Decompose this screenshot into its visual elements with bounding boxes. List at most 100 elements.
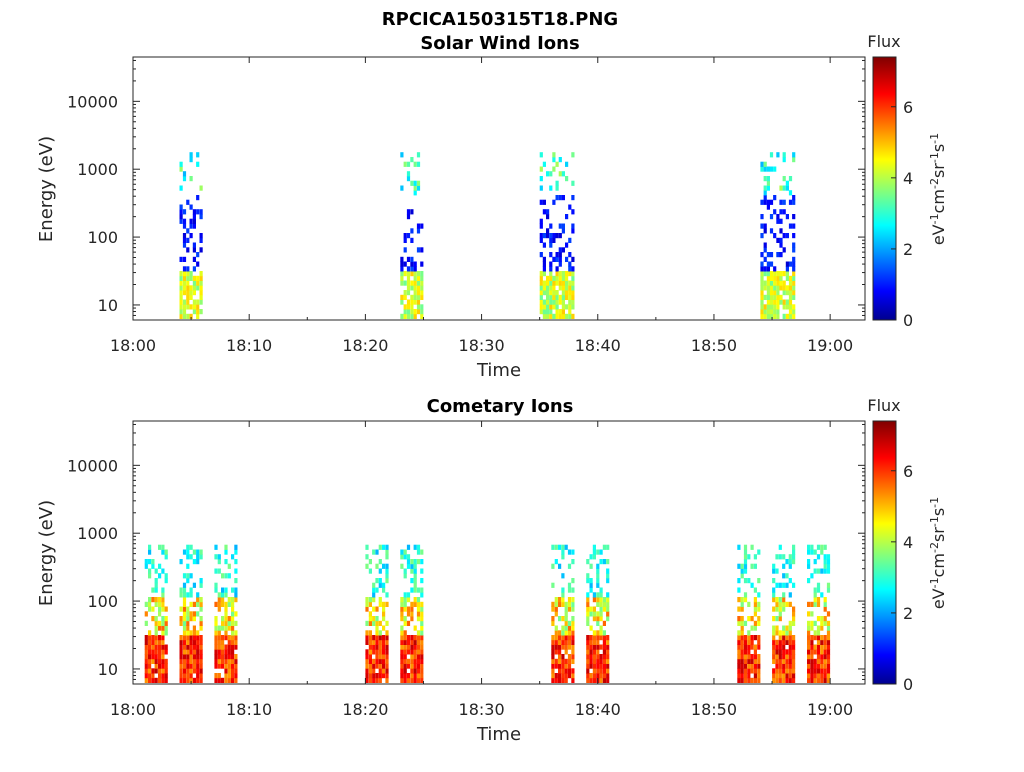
heatmap-cell bbox=[378, 658, 382, 664]
heatmap-cell bbox=[406, 266, 411, 272]
heatmap-cell bbox=[772, 592, 776, 598]
heatmap-cell bbox=[606, 573, 610, 579]
heatmap-cell bbox=[151, 597, 155, 603]
heatmap-cell bbox=[385, 592, 389, 598]
heatmap-cell bbox=[772, 668, 776, 674]
heatmap-cell bbox=[776, 152, 780, 158]
heatmap-cell bbox=[182, 606, 187, 612]
heatmap-cell bbox=[558, 630, 562, 636]
heatmap-cell bbox=[416, 290, 421, 296]
heatmap-cell bbox=[385, 649, 389, 655]
heatmap-cell bbox=[403, 568, 407, 574]
heatmap-cell bbox=[385, 677, 389, 683]
heatmap-cell bbox=[161, 668, 165, 674]
heatmap-cell bbox=[549, 290, 553, 296]
heatmap-cell bbox=[410, 294, 414, 300]
heatmap-cell bbox=[192, 209, 196, 215]
heatmap-cell bbox=[586, 616, 590, 622]
heatmap-cell bbox=[602, 654, 606, 660]
heatmap-cell bbox=[410, 635, 414, 641]
heatmap-cell bbox=[551, 544, 555, 550]
heatmap-cell bbox=[571, 266, 575, 272]
heatmap-cell bbox=[410, 209, 414, 215]
heatmap-cell bbox=[766, 185, 770, 191]
heatmap-cell bbox=[199, 625, 203, 631]
heatmap-cell bbox=[596, 644, 600, 650]
heatmap-cell bbox=[224, 620, 228, 626]
heatmap-cell bbox=[179, 313, 183, 319]
heatmap-cell bbox=[416, 654, 421, 660]
heatmap-cell bbox=[606, 673, 610, 679]
heatmap-cell bbox=[403, 233, 407, 239]
heatmap-cell bbox=[199, 299, 203, 305]
heatmap-cell bbox=[413, 597, 417, 603]
heatmap-cell bbox=[788, 294, 793, 300]
heatmap-cell bbox=[592, 549, 596, 555]
heatmap-cell bbox=[788, 668, 792, 674]
heatmap-cell bbox=[760, 161, 764, 167]
heatmap-cell bbox=[565, 214, 569, 220]
heatmap-cell bbox=[196, 280, 200, 286]
heatmap-cell bbox=[539, 218, 543, 224]
heatmap-cell bbox=[816, 601, 821, 607]
heatmap-cell bbox=[144, 654, 148, 660]
heatmap-cell bbox=[606, 668, 610, 674]
heatmap-cell bbox=[549, 271, 553, 277]
heatmap-cell bbox=[565, 275, 569, 281]
heatmap-cell bbox=[403, 237, 407, 243]
heatmap-cell bbox=[179, 275, 183, 281]
heatmap-cell bbox=[740, 639, 744, 645]
heatmap-cell bbox=[546, 214, 550, 220]
heatmap-cell bbox=[231, 673, 235, 679]
heatmap-cell bbox=[779, 294, 783, 300]
heatmap-cell bbox=[826, 644, 831, 650]
heatmap-cell bbox=[403, 658, 407, 664]
heatmap-cell bbox=[217, 592, 221, 598]
heatmap-cell bbox=[766, 290, 770, 296]
heatmap-cell bbox=[400, 266, 404, 272]
heatmap-cell bbox=[158, 544, 162, 550]
heatmap-cell bbox=[816, 673, 821, 679]
heatmap-cell bbox=[154, 587, 158, 593]
heatmap-cell bbox=[546, 233, 550, 239]
heatmap-cell bbox=[820, 544, 824, 550]
heatmap-cell bbox=[406, 544, 411, 550]
heatmap-cell bbox=[567, 658, 572, 664]
heatmap-cell bbox=[571, 601, 575, 607]
heatmap-cell bbox=[558, 271, 562, 277]
heatmap-cell bbox=[775, 625, 779, 631]
heatmap-cell bbox=[567, 663, 572, 669]
heatmap-cell bbox=[602, 597, 606, 603]
heatmap-cell bbox=[158, 620, 162, 626]
heatmap-cell bbox=[189, 601, 193, 607]
heatmap-cell bbox=[375, 649, 379, 655]
heatmap-cell bbox=[549, 294, 553, 300]
heatmap-cell bbox=[192, 644, 196, 650]
heatmap-cell bbox=[192, 582, 196, 588]
heatmap-cell bbox=[816, 639, 821, 645]
heatmap-cell bbox=[552, 157, 556, 163]
heatmap-cell bbox=[788, 620, 792, 626]
heatmap-cell bbox=[554, 611, 558, 617]
heatmap-cell bbox=[221, 597, 225, 603]
heatmap-cell bbox=[224, 673, 228, 679]
heatmap-cell bbox=[551, 654, 555, 660]
heatmap-cell bbox=[757, 677, 761, 683]
heatmap-cell bbox=[747, 616, 751, 622]
heatmap-cell bbox=[792, 644, 796, 650]
heatmap-cell bbox=[189, 290, 193, 296]
x-tick-label: 18:50 bbox=[691, 336, 737, 355]
heatmap-cell bbox=[189, 654, 193, 660]
heatmap-cell bbox=[196, 275, 200, 281]
heatmap-cell bbox=[816, 587, 821, 593]
heatmap-cell bbox=[743, 658, 748, 664]
heatmap-cell bbox=[372, 677, 376, 683]
heatmap-cell bbox=[406, 592, 411, 598]
heatmap-cell bbox=[542, 285, 546, 291]
heatmap-cell bbox=[760, 223, 764, 229]
heatmap-cell bbox=[214, 601, 218, 607]
heatmap-cell bbox=[564, 635, 568, 641]
x-tick-label: 18:30 bbox=[459, 700, 505, 719]
heatmap-cell bbox=[743, 559, 748, 565]
